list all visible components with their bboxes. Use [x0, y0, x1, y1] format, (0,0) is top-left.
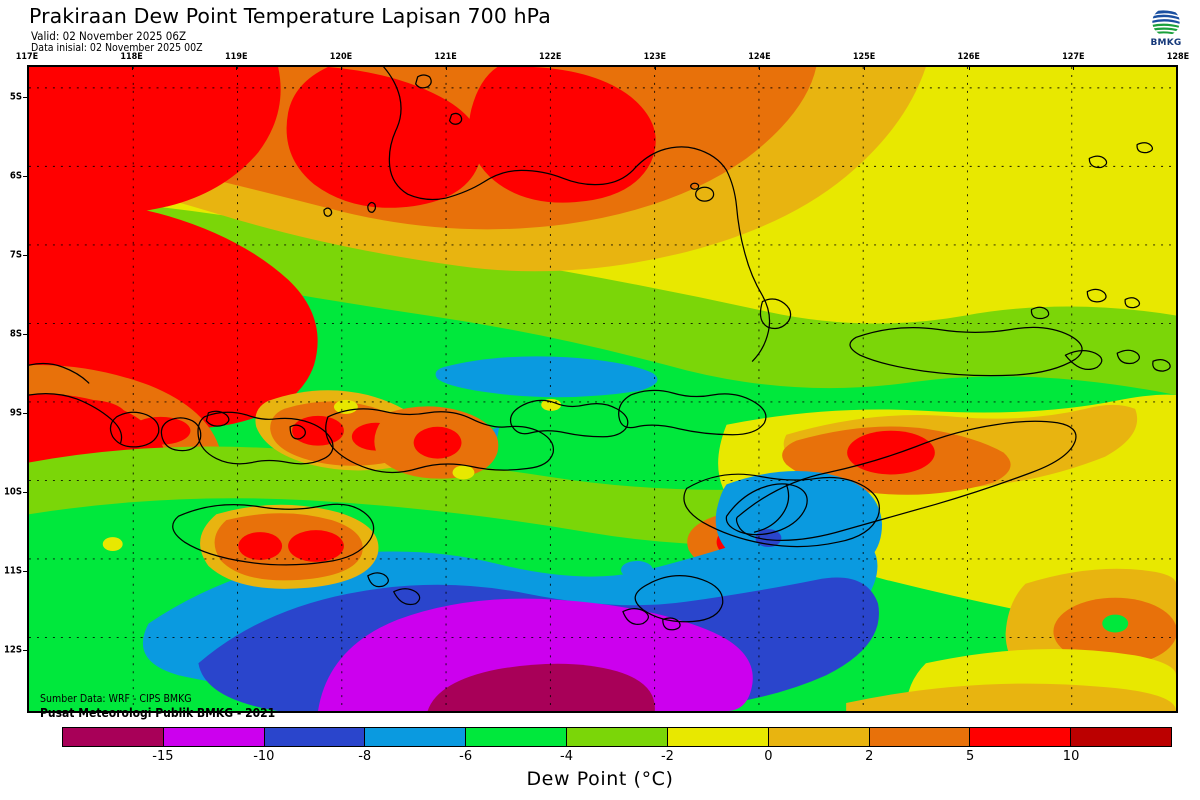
colorbar-segment[interactable]: [163, 728, 265, 746]
colorbar-tick-label: -8: [358, 749, 372, 764]
bmkg-logo-text: BMKG: [1150, 38, 1182, 48]
lat-tick-label: 11S: [3, 565, 22, 577]
lon-tick-label: 123E: [643, 52, 667, 62]
lat-tick-label: 10S: [3, 486, 22, 498]
lon-tick-mark: [445, 66, 447, 70]
colorbar-tick-label: 2: [865, 749, 874, 764]
lon-tick-label: 127E: [1062, 52, 1085, 62]
colorbar-label: Dew Point (°C): [526, 768, 674, 790]
lon-tick-label: 119E: [225, 52, 248, 62]
lat-tick-mark: [23, 254, 28, 256]
bmkg-logo: BMKG: [1146, 6, 1186, 52]
lon-tick-label: 122E: [538, 52, 562, 62]
lat-tick-label: 9S: [9, 407, 22, 419]
data-source-label: Sumber Data: WRF - CIPS BMKG: [40, 693, 192, 705]
colorbar-tick-label: -2: [660, 749, 674, 764]
bmkg-globe-icon: [1151, 7, 1181, 37]
lon-tick-mark: [131, 66, 133, 70]
lon-tick-label: 120E: [329, 52, 353, 62]
colorbar-segment[interactable]: [768, 728, 870, 746]
lon-tick-mark: [759, 66, 761, 70]
lon-tick-mark: [1073, 66, 1075, 70]
lon-tick-mark: [968, 66, 970, 70]
page-title: Prakiraan Dew Point Temperature Lapisan …: [29, 4, 551, 28]
colorbar[interactable]: [62, 727, 1172, 747]
lat-tick-mark: [23, 491, 28, 493]
lon-tick-label: 128E: [1166, 52, 1190, 62]
lon-tick-mark: [236, 66, 238, 70]
colorbar-segment[interactable]: [667, 728, 769, 746]
publisher-label: Pusat Meteorologi Publik BMKG - 2021: [40, 706, 276, 720]
colorbar-tick-label: -10: [253, 749, 275, 764]
colorbar-segment[interactable]: [264, 728, 366, 746]
colorbar-segment[interactable]: [1071, 728, 1171, 746]
lat-tick-mark: [23, 412, 28, 414]
lat-tick-mark: [23, 570, 28, 572]
lon-tick-mark: [654, 66, 656, 70]
initial-time-label: Data inisial: 02 November 2025 00Z: [31, 42, 203, 54]
coastline-overlay: [29, 67, 1171, 631]
lon-tick-label: 126E: [957, 52, 980, 62]
lon-tick-label: 125E: [852, 52, 876, 62]
lat-tick-label: 12S: [3, 644, 22, 656]
lon-tick-label: 121E: [434, 52, 457, 62]
colorbar-segment[interactable]: [869, 728, 971, 746]
colorbar-tick-label: -6: [459, 749, 473, 764]
lat-tick-label: 7S: [9, 249, 22, 261]
lat-tick-mark: [23, 96, 28, 98]
lat-tick-mark: [23, 649, 28, 651]
colorbar-segment[interactable]: [63, 728, 164, 746]
lon-tick-label: 124E: [748, 52, 771, 62]
lon-tick-mark: [550, 66, 552, 70]
colorbar-tick-label: -15: [152, 749, 174, 764]
lon-tick-mark: [340, 66, 342, 70]
lat-tick-label: 6S: [9, 170, 22, 182]
colorbar-tick-label: 0: [764, 749, 773, 764]
colorbar-tick-label: -4: [560, 749, 574, 764]
colorbar-tick-label: 5: [966, 749, 975, 764]
lat-tick-mark: [23, 333, 28, 335]
lat-tick-label: 5S: [9, 91, 22, 103]
lon-tick-label: 118E: [120, 52, 143, 62]
map-canvas[interactable]: [27, 65, 1178, 713]
lat-tick-label: 8S: [9, 328, 22, 340]
dewpoint-contour-field: [29, 67, 1176, 711]
colorbar-segment[interactable]: [365, 728, 467, 746]
lon-tick-mark: [864, 66, 866, 70]
valid-time-label: Valid: 02 November 2025 06Z: [31, 29, 187, 43]
colorbar-tick-label: 10: [1062, 749, 1080, 764]
lon-tick-label: 117E: [15, 52, 39, 62]
colorbar-segment[interactable]: [567, 728, 668, 746]
colorbar-segment[interactable]: [466, 728, 568, 746]
lat-tick-mark: [23, 175, 28, 177]
colorbar-segment[interactable]: [970, 728, 1072, 746]
